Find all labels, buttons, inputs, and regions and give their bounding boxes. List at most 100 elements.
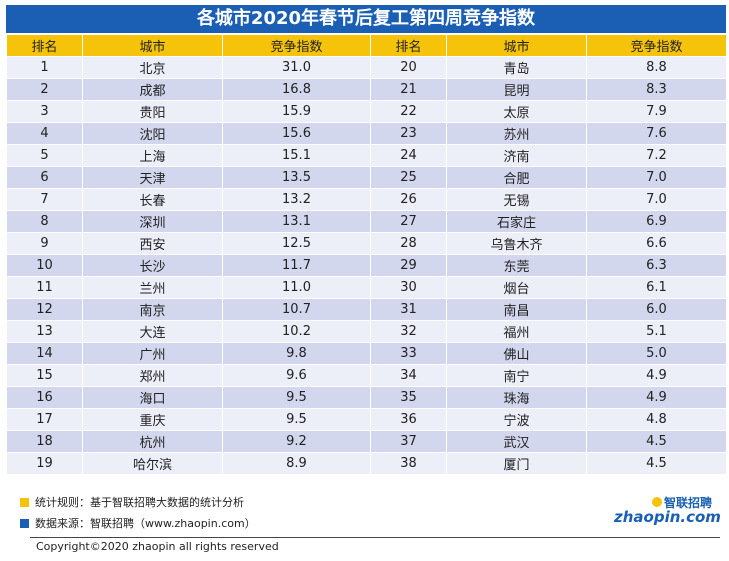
cell-rank-left: 1 [6,56,83,79]
table-row: 12 南京 10.7 31 南昌 6.0 [6,298,727,321]
cell-city-left: 郑州 [82,364,223,387]
cell-city-left: 成都 [82,78,223,101]
cell-index-left: 8.9 [222,452,371,475]
note-source-text: 数据来源：智联招聘（www.zhaopin.com） [35,517,256,530]
cell-city-right: 石家庄 [446,210,587,233]
cell-city-left: 南京 [82,298,223,321]
cell-index-right: 8.8 [586,56,727,79]
cell-city-left: 西安 [82,232,223,255]
table-row: 5 上海 15.1 24 济南 7.2 [6,144,727,167]
cell-city-right: 青岛 [446,56,587,79]
cell-index-right: 7.6 [586,122,727,145]
cell-index-left: 10.2 [222,320,371,343]
cell-city-left: 重庆 [82,408,223,431]
cell-city-left: 天津 [82,166,223,189]
cell-city-right: 乌鲁木齐 [446,232,587,255]
cell-city-left: 北京 [82,56,223,79]
cell-city-right: 昆明 [446,78,587,101]
table-row: 9 西安 12.5 28 乌鲁木齐 6.6 [6,232,727,255]
cell-index-left: 9.8 [222,342,371,365]
table-row: 2 成都 16.8 21 昆明 8.3 [6,78,727,101]
cell-city-right: 佛山 [446,342,587,365]
table-row: 4 沈阳 15.6 23 苏州 7.6 [6,122,727,145]
yellow-square-icon [20,498,29,507]
table-row: 18 杭州 9.2 37 武汉 4.5 [6,430,727,453]
cell-index-left: 10.7 [222,298,371,321]
table-row: 6 天津 13.5 25 合肥 7.0 [6,166,727,189]
copyright-text: Copyright©2020 zhaopin all rights reserv… [36,540,279,553]
cell-city-right: 济南 [446,144,587,167]
cell-city-left: 沈阳 [82,122,223,145]
cell-index-left: 9.5 [222,386,371,409]
cell-rank-right: 25 [370,166,447,189]
header-city-left: 城市 [82,34,223,57]
cell-city-left: 杭州 [82,430,223,453]
table-row: 19 哈尔滨 8.9 38 厦门 4.5 [6,452,727,475]
cell-index-right: 4.5 [586,452,727,475]
cell-rank-left: 9 [6,232,83,255]
table-row: 11 兰州 11.0 30 烟台 6.1 [6,276,727,299]
table-row: 1 北京 31.0 20 青岛 8.8 [6,56,727,79]
cell-index-left: 13.2 [222,188,371,211]
ranking-table: 排名 城市 竞争指数 排名 城市 竞争指数 1 北京 31.0 20 青岛 8.8 2 成都 1… [6,34,727,475]
cell-rank-right: 29 [370,254,447,277]
header-city-right: 城市 [446,34,587,57]
cell-city-left: 深圳 [82,210,223,233]
cell-index-right: 4.8 [586,408,727,431]
cell-rank-right: 38 [370,452,447,475]
cell-city-right: 厦门 [446,452,587,475]
table-row: 17 重庆 9.5 36 宁波 4.8 [6,408,727,431]
cell-city-left: 大连 [82,320,223,343]
cell-rank-right: 36 [370,408,447,431]
header-rank-right: 排名 [370,34,447,57]
table-body: 1 北京 31.0 20 青岛 8.8 2 成都 16.8 21 昆明 8.3 3 贵阳 15.9 22 太原 7… [6,56,727,475]
cell-index-left: 13.5 [222,166,371,189]
cell-rank-right: 23 [370,122,447,145]
cell-rank-left: 8 [6,210,83,233]
cell-index-right: 5.0 [586,342,727,365]
cell-index-left: 16.8 [222,78,371,101]
note-rule-text: 统计规则：基于智联招聘大数据的统计分析 [35,496,244,509]
cell-rank-left: 11 [6,276,83,299]
cell-rank-right: 27 [370,210,447,233]
cell-city-right: 苏州 [446,122,587,145]
cell-rank-right: 33 [370,342,447,365]
cell-index-right: 4.9 [586,364,727,387]
cell-city-left: 哈尔滨 [82,452,223,475]
table-row: 14 广州 9.8 33 佛山 5.0 [6,342,727,365]
cell-index-right: 7.9 [586,100,727,123]
cell-rank-left: 14 [6,342,83,365]
header-index-left: 竞争指数 [222,34,371,57]
cell-city-left: 广州 [82,342,223,365]
cell-rank-right: 30 [370,276,447,299]
cell-rank-left: 7 [6,188,83,211]
cell-city-right: 福州 [446,320,587,343]
logo-sun-icon [652,497,662,507]
cell-rank-right: 35 [370,386,447,409]
cell-index-right: 5.1 [586,320,727,343]
logo-cn-text: 智联招聘 [663,495,712,510]
note-rule: 统计规则：基于智联招聘大数据的统计分析 [20,496,244,510]
cell-city-right: 无锡 [446,188,587,211]
cell-index-left: 9.6 [222,364,371,387]
cell-city-right: 烟台 [446,276,587,299]
footer-divider [30,537,720,538]
cell-index-right: 6.9 [586,210,727,233]
cell-index-left: 9.2 [222,430,371,453]
cell-index-right: 6.1 [586,276,727,299]
blue-square-icon [20,519,29,528]
cell-index-right: 8.3 [586,78,727,101]
cell-city-left: 海口 [82,386,223,409]
cell-index-right: 6.0 [586,298,727,321]
cell-rank-right: 28 [370,232,447,255]
header-rank-left: 排名 [6,34,83,57]
header-index-right: 竞争指数 [586,34,727,57]
cell-rank-right: 31 [370,298,447,321]
cell-index-left: 11.0 [222,276,371,299]
cell-index-left: 15.9 [222,100,371,123]
cell-rank-left: 13 [6,320,83,343]
cell-city-right: 合肥 [446,166,587,189]
cell-index-left: 15.1 [222,144,371,167]
cell-rank-right: 26 [370,188,447,211]
table-row: 10 长沙 11.7 29 东莞 6.3 [6,254,727,277]
